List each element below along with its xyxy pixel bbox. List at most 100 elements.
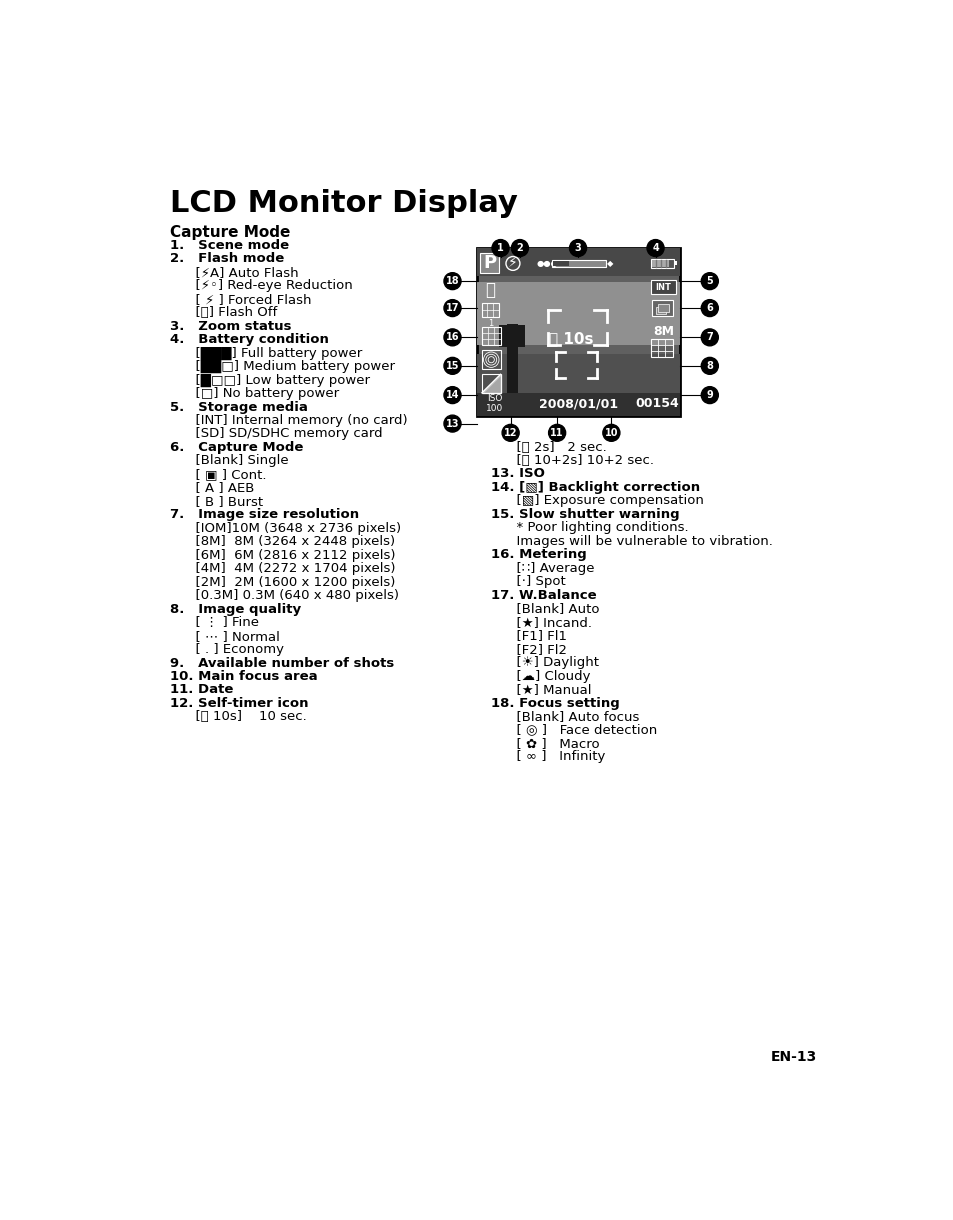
Circle shape [511,239,528,256]
Text: [8M]  8M (3264 x 2448 pixels): [8M] 8M (3264 x 2448 pixels) [170,536,395,548]
Text: 8M: 8M [652,325,673,338]
Text: 9: 9 [705,390,713,400]
Text: 14: 14 [445,390,458,400]
Text: 3: 3 [574,243,580,253]
Text: [6M]  6M (2816 x 2112 pixels): [6M] 6M (2816 x 2112 pixels) [170,549,395,561]
Text: 1: 1 [497,243,503,253]
Text: 5.   Storage media: 5. Storage media [170,400,307,414]
Circle shape [548,425,565,442]
Circle shape [646,239,663,256]
Text: ⏲ 10s: ⏲ 10s [548,332,593,346]
Text: 8: 8 [705,361,713,371]
Circle shape [443,300,460,316]
Text: EN-13: EN-13 [770,1050,816,1064]
Circle shape [443,387,460,404]
Text: 8.   Image quality: 8. Image quality [170,603,300,616]
Text: 6: 6 [705,303,713,314]
Text: 6.   Capture Mode: 6. Capture Mode [170,440,303,454]
Text: [ ⚡ ] Forced Flash: [ ⚡ ] Forced Flash [170,293,311,306]
Text: [⏲ 10s]    10 sec.: [⏲ 10s] 10 sec. [170,710,306,723]
Text: * Poor lighting conditions.: * Poor lighting conditions. [491,521,688,534]
Text: 11. Date: 11. Date [170,683,233,697]
FancyBboxPatch shape [476,282,679,345]
Text: [★] Manual: [★] Manual [491,683,591,697]
Text: 2008/01/01: 2008/01/01 [538,396,618,410]
Text: [□] No battery power: [□] No battery power [170,387,338,400]
Text: [★] Incand.: [★] Incand. [491,616,592,628]
FancyBboxPatch shape [551,260,605,266]
Text: [∷] Average: [∷] Average [491,562,594,575]
FancyBboxPatch shape [655,306,666,315]
Text: P: P [482,255,496,272]
Text: [███] Full battery power: [███] Full battery power [170,346,361,360]
Circle shape [602,425,619,442]
FancyBboxPatch shape [506,323,517,393]
Text: [ ⋯ ] Normal: [ ⋯ ] Normal [170,630,279,643]
Text: [ ◎ ]   Face detection: [ ◎ ] Face detection [491,723,657,737]
Text: Capture Mode: Capture Mode [170,224,290,240]
Text: [ ▣ ] Cont.: [ ▣ ] Cont. [170,468,266,481]
Text: 1.   Scene mode: 1. Scene mode [170,239,289,251]
Text: ISO
100: ISO 100 [485,394,502,412]
Text: [ ∞ ]   Infinity: [ ∞ ] Infinity [491,750,605,764]
Text: [██□] Medium battery power: [██□] Medium battery power [170,360,395,373]
Text: [☀] Daylight: [☀] Daylight [491,656,598,669]
FancyBboxPatch shape [652,260,669,266]
Circle shape [700,329,718,345]
Text: [0.3M] 0.3M (640 x 480 pixels): [0.3M] 0.3M (640 x 480 pixels) [170,589,398,603]
Text: [F2] Fl2: [F2] Fl2 [491,643,567,655]
Text: [☁] Cloudy: [☁] Cloudy [491,670,590,683]
FancyBboxPatch shape [476,392,679,416]
Text: 4.   Battery condition: 4. Battery condition [170,333,328,346]
Text: 2.   Flash mode: 2. Flash mode [170,253,284,265]
Text: 00154: 00154 [635,396,679,410]
Text: 18. Focus setting: 18. Focus setting [491,697,619,710]
Polygon shape [481,375,500,393]
Text: 16: 16 [445,332,458,343]
Text: [ . ] Economy: [ . ] Economy [170,643,283,656]
Circle shape [443,415,460,432]
Text: [▧] Exposure compensation: [▧] Exposure compensation [491,494,703,508]
Text: 10: 10 [604,428,618,438]
Text: 12: 12 [503,428,517,438]
Text: [INT] Internal memory (no card): [INT] Internal memory (no card) [170,414,407,427]
Text: 15: 15 [445,361,458,371]
Text: ⚡: ⚡ [508,256,517,271]
Text: 10. Main focus area: 10. Main focus area [170,670,317,683]
Text: [Blank] Auto: [Blank] Auto [491,603,599,615]
Text: 14. [▧] Backlight correction: 14. [▧] Backlight correction [491,481,700,494]
Text: 🌷: 🌷 [484,282,495,299]
Text: [⏲ 10+2s] 10+2 sec.: [⏲ 10+2s] 10+2 sec. [491,454,654,467]
Text: 17. W.Balance: 17. W.Balance [491,589,597,601]
Circle shape [501,425,518,442]
Text: ◆: ◆ [607,259,613,268]
FancyBboxPatch shape [476,248,679,276]
FancyBboxPatch shape [476,248,679,416]
Text: 16. Metering: 16. Metering [491,548,586,561]
Text: 18: 18 [445,276,458,287]
Text: 11: 11 [550,428,563,438]
Text: [ ✿ ]   Macro: [ ✿ ] Macro [491,737,599,750]
Text: Images will be vulnerable to vibration.: Images will be vulnerable to vibration. [491,534,772,548]
FancyBboxPatch shape [476,354,679,393]
Text: 13. ISO: 13. ISO [491,467,544,481]
Circle shape [443,273,460,289]
Text: 17: 17 [445,303,458,314]
Text: [⋅] Spot: [⋅] Spot [491,576,565,588]
Text: [F1] Fl1: [F1] Fl1 [491,630,567,642]
Text: [ B ] Burst: [ B ] Burst [170,495,262,508]
Text: [ A ] AEB: [ A ] AEB [170,482,253,494]
FancyBboxPatch shape [498,325,525,346]
Text: 7: 7 [705,332,713,343]
Text: [⏲ 2s]   2 sec.: [⏲ 2s] 2 sec. [491,440,606,454]
Text: 3.   Zoom status: 3. Zoom status [170,320,291,333]
FancyBboxPatch shape [658,304,668,312]
Text: 13: 13 [445,418,458,428]
Text: INT: INT [655,283,671,292]
Text: 4: 4 [652,243,659,253]
Circle shape [700,300,718,316]
FancyBboxPatch shape [674,261,677,265]
Text: LCD Monitor Display: LCD Monitor Display [170,189,517,217]
Circle shape [443,329,460,345]
Circle shape [700,357,718,375]
